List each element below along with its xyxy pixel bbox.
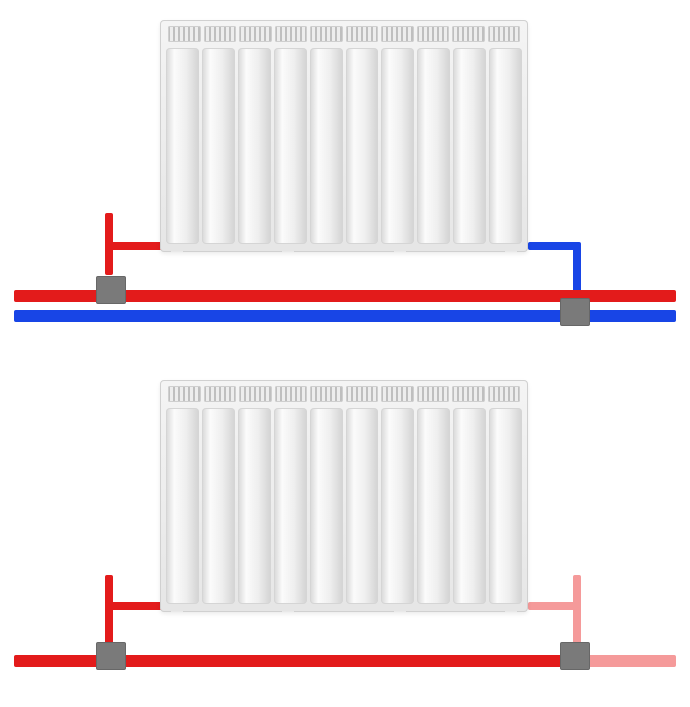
radiator-two-pipe [160, 20, 528, 252]
pipe-return-stub-right [528, 242, 578, 250]
radiator-grille [168, 26, 520, 42]
tee-fitting-cold [560, 298, 590, 326]
radiator-one-pipe [160, 380, 528, 612]
radiator-feet [170, 611, 518, 612]
radiator-grille [168, 386, 520, 402]
tee-fitting-right [560, 642, 590, 670]
pipe-stub-right [528, 602, 578, 610]
pipe-stub-left [105, 602, 163, 610]
radiator-fins [166, 408, 522, 604]
diagram-canvas [0, 0, 690, 707]
pipe-main-hot-middle-seg [112, 655, 572, 667]
pipe-supply-stub-left [105, 242, 163, 250]
radiator-feet [170, 251, 518, 252]
tee-fitting-left [96, 642, 126, 670]
tee-fitting-hot [96, 276, 126, 304]
radiator-fins [166, 48, 522, 244]
